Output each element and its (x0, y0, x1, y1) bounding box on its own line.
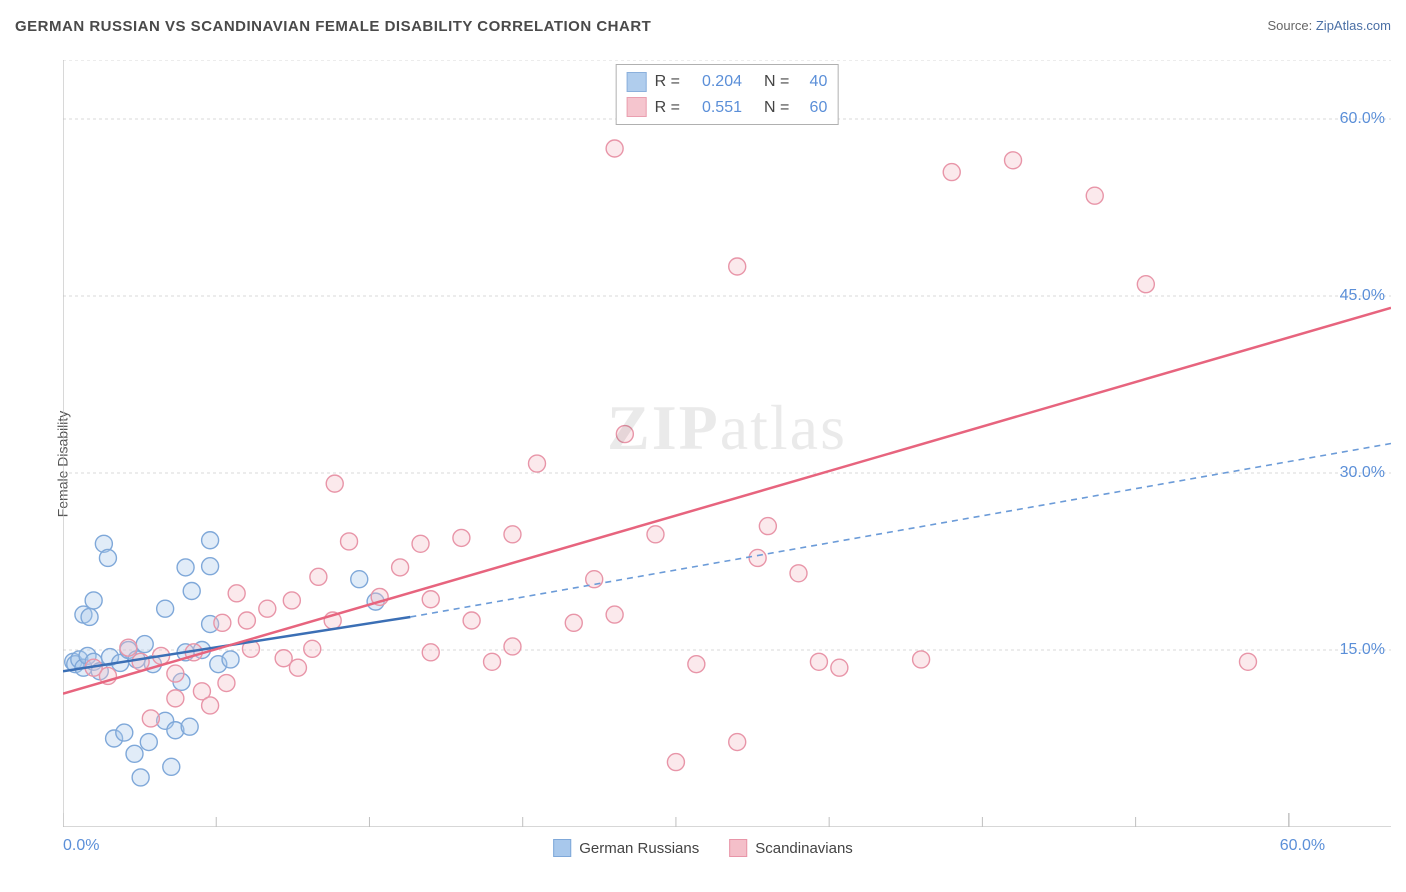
source-link[interactable]: ZipAtlas.com (1316, 18, 1391, 33)
chart-container: Female Disability R =0.204N =40R =0.551N… (15, 50, 1391, 877)
legend-swatch (627, 97, 647, 117)
r-value: 0.551 (690, 95, 742, 121)
x-tick-label: 60.0% (1280, 837, 1325, 855)
y-tick-label: 60.0% (1340, 110, 1385, 128)
x-tick-label: 0.0% (63, 837, 99, 855)
legend-item: Scandinavians (729, 839, 853, 857)
n-value: 60 (797, 95, 827, 121)
legend-item: German Russians (553, 839, 699, 857)
legend-label: German Russians (579, 840, 699, 857)
plot-area: R =0.204N =40R =0.551N =60 ZIPatlas 15.0… (63, 60, 1391, 827)
y-tick-label: 45.0% (1340, 287, 1385, 305)
chart-title: GERMAN RUSSIAN VS SCANDINAVIAN FEMALE DI… (15, 18, 651, 35)
legend-swatch (729, 839, 747, 857)
legend-label: Scandinavians (755, 840, 853, 857)
legend-swatch (627, 72, 647, 92)
source-attribution: Source: ZipAtlas.com (1267, 18, 1391, 33)
correlation-legend: R =0.204N =40R =0.551N =60 (616, 64, 839, 125)
r-value: 0.204 (690, 69, 742, 95)
series-legend: German Russians Scandinavians (553, 839, 853, 857)
y-tick-label: 15.0% (1340, 641, 1385, 659)
legend-swatch (553, 839, 571, 857)
legend-row: R =0.551N =60 (627, 95, 828, 121)
y-tick-label: 30.0% (1340, 464, 1385, 482)
scatter-plot-svg (63, 60, 1391, 827)
n-value: 40 (797, 69, 827, 95)
legend-row: R =0.204N =40 (627, 69, 828, 95)
